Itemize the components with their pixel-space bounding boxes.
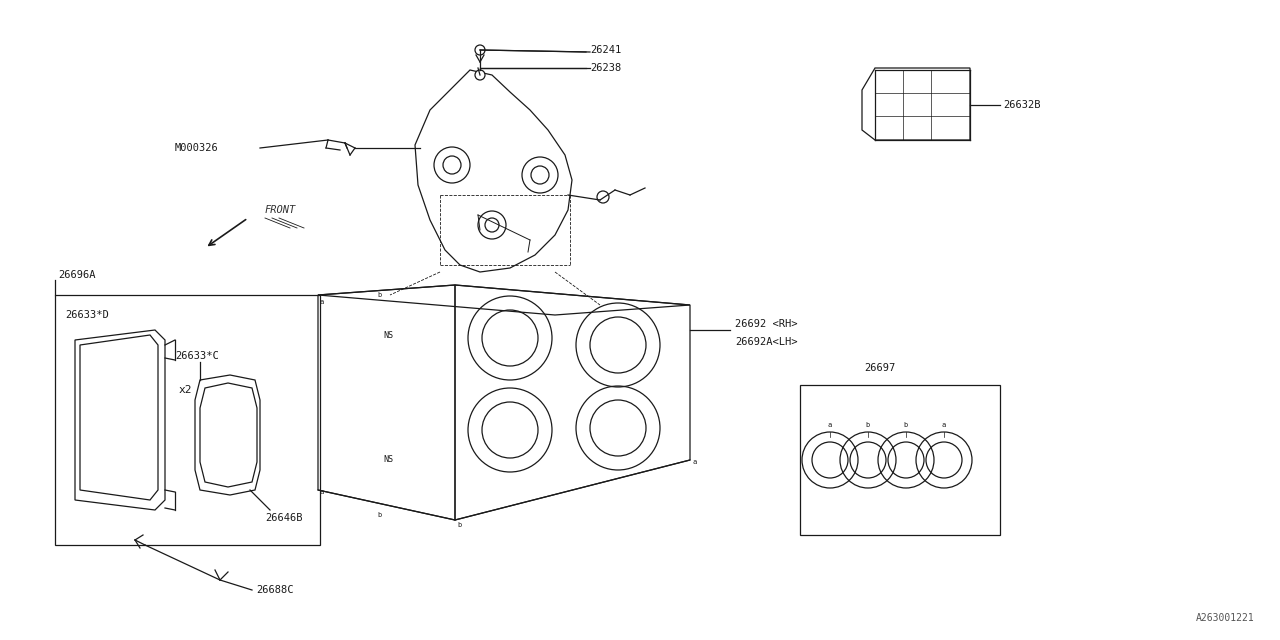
Text: 26633*D: 26633*D (65, 310, 109, 320)
Text: 26696A: 26696A (58, 270, 96, 280)
Text: b: b (904, 422, 908, 428)
Text: 26692 <RH>: 26692 <RH> (735, 319, 797, 329)
Text: 26241: 26241 (590, 45, 621, 55)
Text: b: b (865, 422, 870, 428)
Text: 26632B: 26632B (1004, 100, 1041, 110)
Text: b: b (458, 522, 462, 528)
Text: 26697: 26697 (864, 363, 896, 373)
Text: x2: x2 (178, 385, 192, 395)
Text: 26688C: 26688C (256, 585, 293, 595)
Text: A263001221: A263001221 (1197, 613, 1254, 623)
Text: 26633*C: 26633*C (175, 351, 219, 361)
Text: b: b (378, 292, 383, 298)
Text: NS: NS (383, 330, 393, 339)
Circle shape (475, 70, 485, 80)
Circle shape (475, 45, 485, 55)
Text: 26646B: 26646B (265, 513, 302, 523)
Text: a: a (692, 459, 698, 465)
Text: b: b (378, 512, 383, 518)
Text: NS: NS (383, 456, 393, 465)
Text: 26238: 26238 (590, 63, 621, 73)
Text: a: a (320, 489, 324, 495)
Text: a: a (942, 422, 946, 428)
Text: 26692A<LH>: 26692A<LH> (735, 337, 797, 347)
Text: a: a (828, 422, 832, 428)
Text: a: a (320, 299, 324, 305)
Text: FRONT: FRONT (265, 205, 296, 215)
Text: M000326: M000326 (175, 143, 219, 153)
